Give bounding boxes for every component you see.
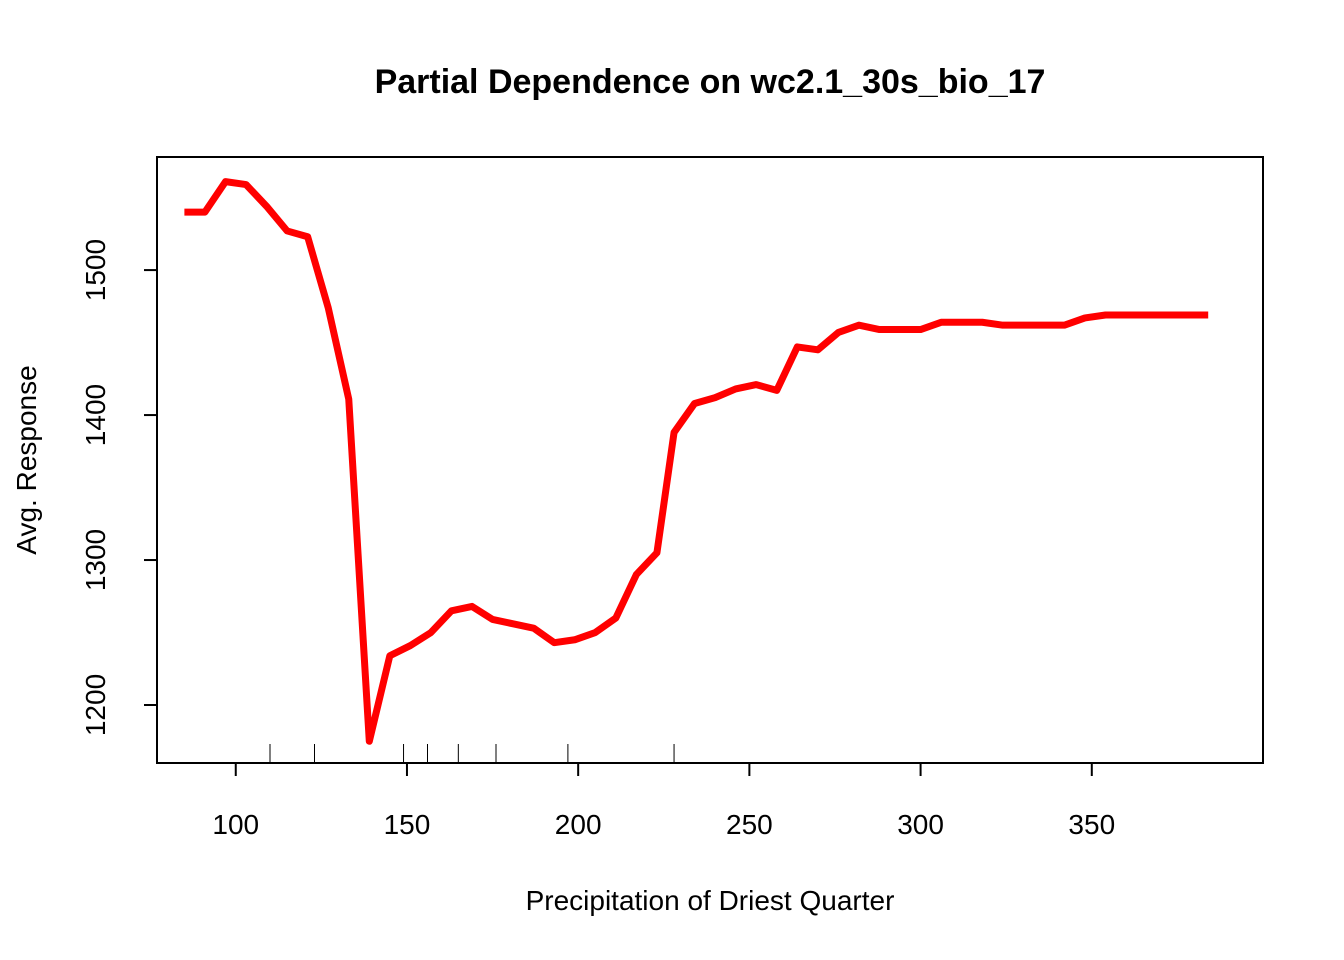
y-tick-label: 1500 [80,239,111,301]
x-tick-label: 350 [1068,809,1115,840]
y-axis: 1200 1300 1400 1500 [80,239,158,736]
y-axis-label: Avg. Response [11,365,42,554]
chart-title: Partial Dependence on wc2.1_30s_bio_17 [375,63,1046,101]
rug-layer [269,744,675,763]
x-tick-label: 150 [384,809,431,840]
x-tick-label: 300 [897,809,944,840]
series-line [184,178,1209,745]
x-tick-label: 200 [555,809,602,840]
x-axis: 100 150 200 250 300 350 [212,762,1115,840]
x-tick-label: 100 [212,809,259,840]
x-tick-label: 250 [726,809,773,840]
x-axis-label: Precipitation of Driest Quarter [526,885,895,916]
y-tick-label: 1200 [80,674,111,736]
series-layer [184,178,1209,745]
y-tick-label: 1400 [80,384,111,446]
y-tick-label: 1300 [80,529,111,591]
